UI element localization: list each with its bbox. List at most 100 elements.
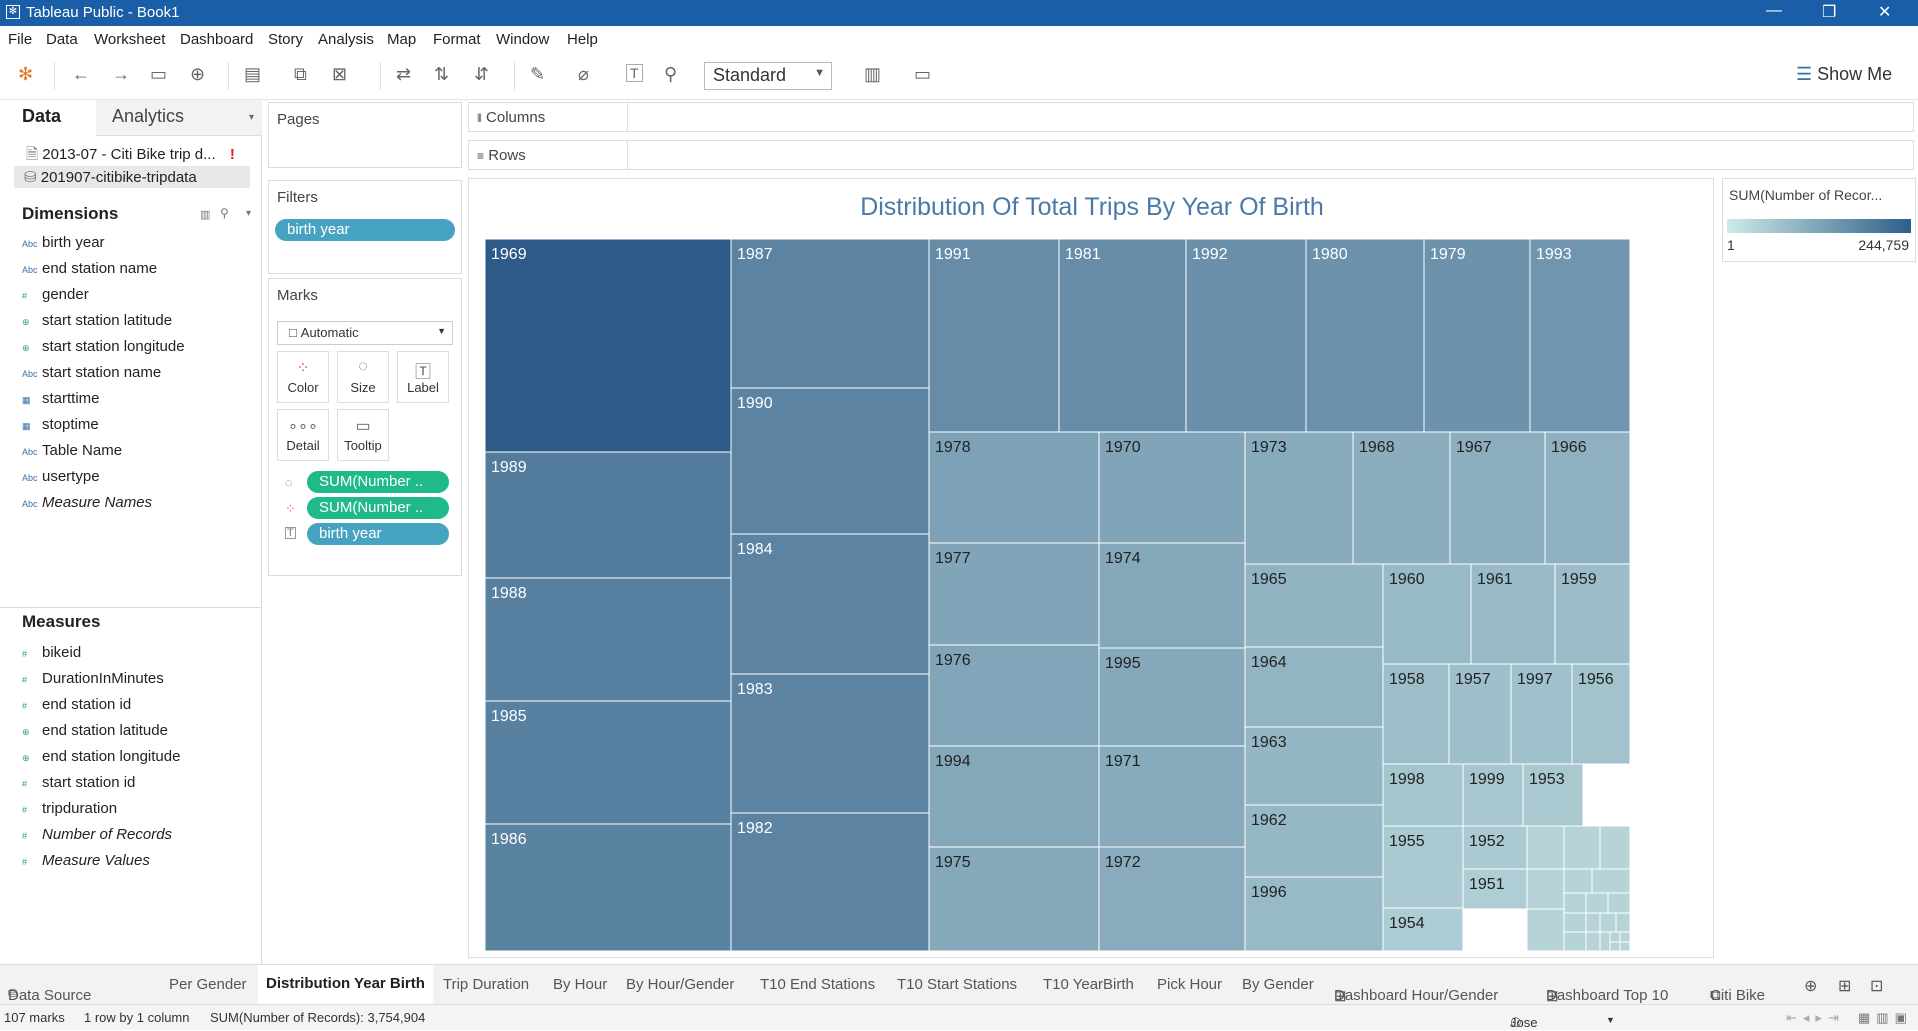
treemap-cell-small[interactable] — [1615, 912, 1631, 933]
pages-shelf[interactable]: Pages — [268, 102, 462, 168]
mark-pill-label[interactable]: birth year — [307, 523, 449, 545]
treemap-cell[interactable] — [1423, 238, 1531, 433]
treemap-cell[interactable] — [1352, 431, 1451, 565]
menu-file[interactable]: File — [8, 31, 33, 48]
treemap-cell[interactable] — [1244, 876, 1384, 952]
sort-ascending-icon[interactable]: ⇅ — [434, 64, 450, 84]
tab-per-gender[interactable]: Per Gender — [169, 976, 247, 993]
treemap-cell[interactable] — [928, 846, 1100, 952]
rows-shelf[interactable]: ≡ Rows — [468, 140, 1914, 170]
treemap-cell[interactable] — [928, 431, 1100, 544]
detail-button[interactable]: ∘∘∘ Detail — [277, 409, 329, 461]
treemap-cell[interactable] — [1571, 663, 1631, 765]
menu-window[interactable]: Window — [496, 31, 550, 48]
swap-icon[interactable]: ⇄ — [396, 64, 412, 84]
treemap-cell[interactable] — [1244, 646, 1384, 728]
menu-dashboard[interactable]: Dashboard — [180, 31, 254, 48]
treemap-cell-small[interactable] — [1563, 892, 1587, 914]
treemap-chart[interactable]: 1969 1987 1991 1981 1992 1980 1979 1993 1990 1989… — [469, 179, 1715, 959]
treemap-cell[interactable] — [1382, 563, 1472, 665]
sheet-nav-icons[interactable]: ⇤◂▸⇥ — [1786, 1010, 1845, 1025]
pin-icon[interactable]: ⚲ — [664, 64, 678, 84]
treemap-cell-small[interactable] — [1609, 941, 1621, 952]
tab-data[interactable]: Data — [0, 100, 96, 136]
menu-story[interactable]: Story — [268, 31, 304, 48]
view-icon[interactable]: ▥ — [200, 209, 211, 221]
treemap-cell[interactable] — [928, 745, 1100, 848]
treemap-cell-small[interactable] — [1619, 941, 1631, 952]
measures-field[interactable]: ⊕ end station latitude — [22, 722, 168, 739]
dimensions-field[interactable]: Abc birth year — [22, 234, 105, 251]
treemap-cell-small[interactable] — [1526, 868, 1565, 910]
treemap-cell[interactable] — [730, 533, 930, 675]
dimensions-field[interactable]: ⊕ start station latitude — [22, 312, 172, 329]
treemap-cell[interactable] — [1382, 763, 1464, 827]
treemap-cell[interactable] — [1244, 431, 1354, 565]
treemap-cell[interactable] — [730, 387, 930, 535]
columns-shelf[interactable]: ⦀ Columns — [468, 102, 1914, 132]
tab-t10-start-stations[interactable]: T10 Start Stations — [897, 976, 1018, 993]
measures-field[interactable]: ⊕ end station longitude — [22, 748, 180, 765]
treemap-cell[interactable] — [1305, 238, 1425, 433]
new-story-icon[interactable]: ⊡ — [1870, 978, 1884, 995]
restore-icon[interactable]: ❐ — [1822, 4, 1837, 21]
treemap-cell[interactable] — [484, 451, 732, 579]
treemap-cell-small[interactable] — [1563, 912, 1587, 933]
tab-trip-duration[interactable]: Trip Duration — [443, 976, 530, 993]
dimensions-field[interactable]: ▦ starttime — [22, 390, 100, 407]
sort-descending-icon[interactable]: ⇵ — [474, 64, 490, 84]
clear-sheet-icon[interactable]: ⊠ — [332, 64, 348, 84]
treemap-cell[interactable] — [1544, 431, 1631, 565]
treemap-cell[interactable] — [1510, 663, 1573, 765]
duplicate-sheet-icon[interactable]: ⧉ — [294, 64, 307, 84]
tab-by-hour-gender[interactable]: By Hour/Gender — [626, 976, 735, 993]
treemap-cell-small[interactable] — [1585, 912, 1601, 933]
presentation-mode-icon[interactable]: ▭ — [914, 64, 932, 84]
new-dashboard-icon[interactable]: ⊞ — [1838, 978, 1852, 995]
chevron-down-icon[interactable]: ▾ — [246, 208, 252, 219]
tab-analytics[interactable]: Analytics ▾ — [96, 100, 262, 136]
treemap-cell[interactable] — [484, 238, 732, 453]
dimensions-field[interactable]: ⊕ start station longitude — [22, 338, 185, 355]
dimensions-field[interactable]: Abc usertype — [22, 468, 100, 485]
treemap-cell[interactable] — [1098, 745, 1246, 848]
new-worksheet-icon[interactable]: ▤ — [244, 64, 262, 84]
redo-icon[interactable]: → — [112, 64, 130, 84]
treemap-cell[interactable] — [928, 644, 1100, 747]
dimensions-field[interactable]: Abc Table Name — [22, 442, 122, 459]
color-button[interactable]: ⁘ Color — [277, 351, 329, 403]
menu-help[interactable]: Help — [567, 31, 598, 48]
show-cards-icon[interactable]: ▥ — [864, 64, 882, 84]
view-mode-icons[interactable]: ▦▥▣ — [1858, 1010, 1913, 1025]
mark-pill-color[interactable]: SUM(Number .. — [307, 497, 449, 519]
size-button[interactable]: ◌ Size — [337, 351, 389, 403]
filters-shelf[interactable]: Filters birth year — [268, 180, 462, 274]
treemap-cell-small[interactable] — [1526, 908, 1565, 952]
treemap-cell[interactable] — [1058, 238, 1187, 433]
close-icon[interactable]: ✕ — [1878, 4, 1892, 21]
minimize-icon[interactable]: — — [1766, 2, 1782, 19]
dimensions-field[interactable]: Abc Measure Names — [22, 494, 152, 511]
datasource-item[interactable]: 🗎 2013-07 - Citi Bike trip d... ! — [26, 144, 235, 169]
treemap-cell[interactable] — [1382, 907, 1464, 952]
menu-data[interactable]: Data — [46, 31, 78, 48]
fit-dropdown[interactable]: Standard ▼ — [704, 62, 832, 90]
treemap-cell[interactable] — [1185, 238, 1307, 433]
measures-field[interactable]: # start station id — [22, 774, 135, 791]
treemap-cell[interactable] — [484, 823, 732, 952]
group-icon[interactable]: ⌀ — [578, 64, 589, 84]
filter-pill-birth-year[interactable]: birth year — [275, 219, 455, 241]
mark-type-dropdown[interactable]: ☐ Automatic ▼ — [277, 321, 453, 345]
treemap-cell-small[interactable] — [1619, 931, 1631, 943]
treemap-cell-small[interactable] — [1526, 825, 1565, 870]
measures-field[interactable]: # tripduration — [22, 800, 117, 817]
color-legend[interactable]: SUM(Number of Recor... 1 244,759 — [1722, 178, 1916, 262]
dimensions-field[interactable]: Abc start station name — [22, 364, 161, 381]
tab-by-hour[interactable]: By Hour — [553, 976, 608, 993]
tab-pick-hour[interactable]: Pick Hour — [1157, 976, 1223, 993]
search-icon[interactable]: ⚲ — [220, 206, 229, 220]
undo-icon[interactable]: ← — [72, 64, 90, 84]
treemap-cell[interactable] — [1529, 238, 1631, 433]
tab-distribution-year-birth[interactable]: Distribution Year Birth — [258, 965, 433, 1005]
tab-t10-end-stations[interactable]: T10 End Stations — [760, 976, 876, 993]
